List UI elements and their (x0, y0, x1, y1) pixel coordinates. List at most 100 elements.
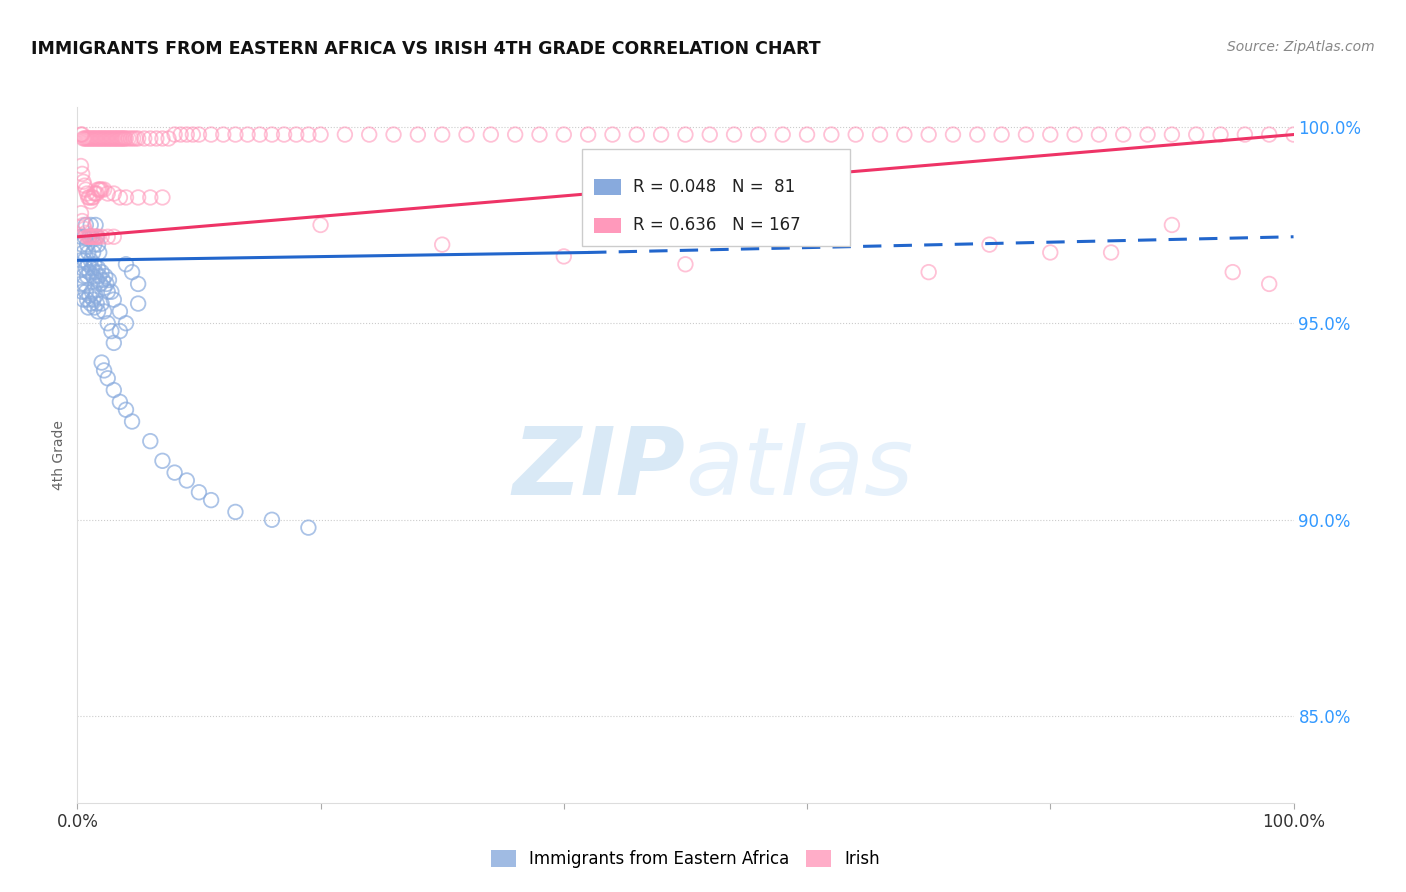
Point (83, 229, 105, 244)
Point (83, 186, 105, 201)
Point (297, 128, 319, 142)
Point (96, 131, 118, 145)
Text: R = 0.636   N = 167: R = 0.636 N = 167 (633, 217, 801, 235)
Point (121, 265, 143, 279)
Point (108, 131, 131, 145)
Point (139, 190, 162, 204)
Point (157, 131, 180, 145)
Point (93, 183, 115, 197)
Point (1088, 128, 1111, 142)
Point (79, 229, 101, 244)
Point (80, 229, 103, 244)
FancyBboxPatch shape (595, 218, 621, 233)
Point (333, 128, 356, 142)
Point (76, 293, 98, 307)
Point (108, 304, 131, 318)
Point (236, 128, 259, 142)
Point (152, 190, 174, 204)
Point (273, 128, 295, 142)
Point (108, 324, 131, 338)
Point (80, 285, 103, 299)
Point (86, 229, 108, 244)
Point (110, 131, 132, 145)
Point (86, 131, 108, 145)
Point (79, 265, 101, 279)
Point (115, 190, 138, 204)
Point (75, 183, 97, 197)
Point (80, 253, 103, 268)
Point (86, 273, 108, 287)
Point (100, 324, 122, 338)
Point (101, 131, 124, 145)
Point (70, 277, 93, 291)
Point (89, 131, 111, 145)
Point (127, 131, 149, 145)
Point (79, 229, 101, 244)
Point (93, 304, 115, 318)
Point (1039, 128, 1062, 142)
Point (70, 128, 93, 142)
Point (86, 296, 108, 310)
Point (73, 229, 96, 244)
Point (97, 371, 120, 385)
Point (1233, 128, 1256, 142)
Point (100, 131, 122, 145)
Point (1258, 128, 1281, 142)
Point (723, 128, 745, 142)
Point (89, 277, 111, 291)
Point (224, 128, 246, 142)
Point (97, 131, 120, 145)
Point (1258, 277, 1281, 291)
Point (87, 261, 110, 276)
Point (94, 268, 117, 283)
Point (163, 128, 186, 142)
Point (89, 245, 111, 260)
Legend: Immigrants from Eastern Africa, Irish: Immigrants from Eastern Africa, Irish (484, 843, 887, 874)
Point (82, 268, 104, 283)
Point (70, 128, 93, 142)
Point (796, 218, 818, 232)
Point (70, 285, 93, 299)
Point (108, 190, 131, 204)
Text: atlas: atlas (686, 424, 914, 515)
Point (90, 355, 112, 369)
Point (97, 285, 120, 299)
Point (73, 178, 96, 193)
Point (1161, 218, 1184, 232)
Point (430, 128, 453, 142)
Text: Source: ZipAtlas.com: Source: ZipAtlas.com (1227, 40, 1375, 54)
Point (77, 301, 100, 315)
Point (100, 285, 122, 299)
Point (72, 268, 94, 283)
Point (122, 131, 145, 145)
Point (103, 229, 125, 244)
Point (86, 229, 108, 244)
Point (87, 229, 110, 244)
Point (70, 167, 93, 181)
Point (121, 415, 143, 429)
Point (869, 128, 891, 142)
Point (115, 131, 138, 145)
Point (103, 293, 125, 307)
Point (76, 229, 98, 244)
Point (80, 229, 103, 244)
Point (699, 128, 721, 142)
Point (70, 237, 93, 252)
Point (1161, 128, 1184, 142)
Point (82, 229, 104, 244)
Point (73, 253, 96, 268)
Point (675, 257, 697, 271)
Point (87, 304, 110, 318)
Point (84, 289, 107, 303)
Point (75, 261, 97, 276)
Point (75, 285, 97, 299)
Point (89, 131, 111, 145)
Point (103, 335, 125, 350)
Point (553, 128, 575, 142)
Point (77, 131, 100, 145)
Point (90, 183, 112, 197)
Point (105, 131, 128, 145)
Point (1063, 128, 1085, 142)
Point (152, 454, 174, 468)
Point (602, 128, 624, 142)
